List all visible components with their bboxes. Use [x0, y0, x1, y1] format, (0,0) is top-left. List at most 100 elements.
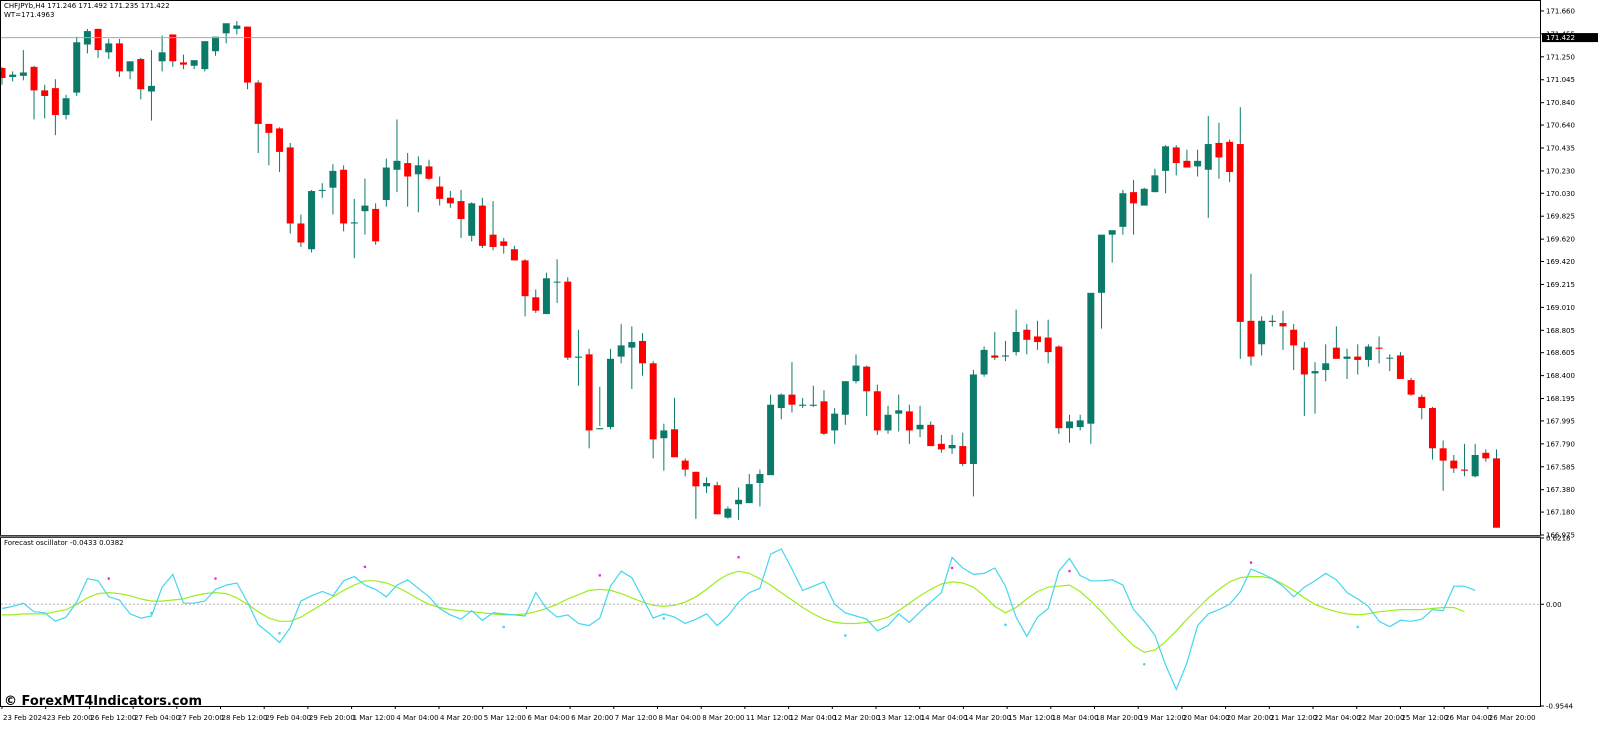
candle[interactable] — [1140, 187, 1148, 206]
candle[interactable] — [532, 289, 540, 313]
candle[interactable] — [115, 38, 123, 77]
candle[interactable] — [179, 54, 187, 70]
candle[interactable] — [745, 474, 753, 504]
candle[interactable] — [1108, 230, 1116, 263]
candle[interactable] — [41, 84, 49, 119]
candle[interactable] — [756, 469, 764, 507]
candle[interactable] — [542, 272, 550, 315]
candle[interactable] — [30, 65, 38, 120]
candle[interactable] — [991, 331, 999, 360]
candle[interactable] — [329, 164, 337, 215]
candle[interactable] — [158, 35, 166, 72]
candle[interactable] — [1226, 139, 1234, 183]
candle[interactable] — [1258, 316, 1266, 356]
candle[interactable] — [1055, 345, 1063, 434]
candle[interactable] — [927, 421, 935, 447]
oscillator-pane[interactable] — [1, 548, 1540, 692]
candle[interactable] — [169, 34, 177, 67]
candle[interactable] — [1204, 116, 1212, 218]
candle[interactable] — [1322, 344, 1330, 382]
candle[interactable] — [105, 38, 113, 60]
candle[interactable] — [1290, 324, 1298, 371]
candle[interactable] — [788, 362, 796, 413]
candle[interactable] — [414, 156, 422, 213]
candle[interactable] — [244, 26, 252, 90]
candle[interactable] — [1471, 443, 1479, 478]
price-pane[interactable] — [0, 21, 1540, 528]
candle[interactable] — [884, 405, 892, 434]
candle[interactable] — [436, 176, 444, 206]
candle[interactable] — [713, 481, 721, 515]
candle[interactable] — [916, 405, 924, 438]
candle[interactable] — [596, 386, 604, 430]
candle[interactable] — [521, 259, 529, 317]
candle[interactable] — [212, 36, 219, 56]
candle[interactable] — [1012, 309, 1020, 356]
candle[interactable] — [671, 397, 679, 458]
candle[interactable] — [1364, 344, 1372, 367]
candle[interactable] — [1183, 149, 1191, 168]
candle[interactable] — [457, 189, 465, 239]
candle[interactable] — [895, 394, 903, 432]
candle[interactable] — [1098, 234, 1106, 329]
candle[interactable] — [265, 123, 273, 166]
candle[interactable] — [1343, 348, 1351, 379]
candle[interactable] — [510, 245, 518, 261]
candle[interactable] — [1215, 122, 1223, 179]
candle[interactable] — [468, 202, 476, 242]
candle[interactable] — [1493, 449, 1500, 528]
candle[interactable] — [1439, 440, 1447, 491]
candle[interactable] — [1332, 326, 1340, 359]
candle[interactable] — [254, 80, 262, 154]
candle[interactable] — [841, 381, 849, 425]
candle[interactable] — [980, 346, 988, 377]
candle[interactable] — [617, 324, 625, 364]
candle[interactable] — [585, 348, 593, 449]
candle[interactable] — [1418, 394, 1426, 420]
candle[interactable] — [1236, 107, 1244, 359]
candle[interactable] — [969, 370, 977, 497]
candle[interactable] — [1311, 362, 1319, 414]
candle[interactable] — [735, 487, 743, 520]
candle[interactable] — [51, 79, 59, 136]
candle[interactable] — [350, 198, 358, 259]
candle[interactable] — [863, 365, 871, 416]
candle[interactable] — [873, 384, 881, 435]
candle[interactable] — [1300, 342, 1308, 416]
candle[interactable] — [852, 354, 860, 384]
candle[interactable] — [553, 259, 561, 303]
candle[interactable] — [1194, 149, 1202, 177]
candle[interactable] — [1023, 324, 1031, 355]
candle[interactable] — [9, 71, 17, 82]
candle[interactable] — [73, 36, 81, 96]
candle[interactable] — [1172, 145, 1180, 176]
candle[interactable] — [489, 201, 497, 251]
candle[interactable] — [1482, 449, 1490, 462]
candle[interactable] — [767, 394, 775, 476]
candle[interactable] — [574, 329, 582, 386]
candle[interactable] — [1396, 352, 1404, 379]
candle[interactable] — [404, 153, 412, 207]
candle[interactable] — [500, 238, 508, 254]
candle[interactable] — [276, 127, 284, 173]
candle[interactable] — [361, 178, 369, 235]
candle[interactable] — [564, 277, 572, 360]
candle[interactable] — [393, 119, 401, 193]
candle[interactable] — [1386, 354, 1394, 372]
candle[interactable] — [0, 66, 6, 85]
candle[interactable] — [1033, 320, 1041, 350]
candle[interactable] — [382, 158, 390, 207]
candle[interactable] — [948, 434, 956, 454]
candle[interactable] — [372, 203, 380, 245]
candle[interactable] — [1087, 292, 1095, 444]
candle[interactable] — [959, 432, 967, 467]
candle[interactable] — [1151, 168, 1159, 193]
candle[interactable] — [809, 385, 817, 407]
candle[interactable] — [628, 326, 636, 390]
candle[interactable] — [83, 28, 91, 54]
candle[interactable] — [831, 408, 839, 444]
candle[interactable] — [1044, 319, 1052, 364]
candle[interactable] — [820, 390, 828, 435]
candle[interactable] — [318, 183, 326, 198]
candle[interactable] — [1279, 310, 1287, 350]
